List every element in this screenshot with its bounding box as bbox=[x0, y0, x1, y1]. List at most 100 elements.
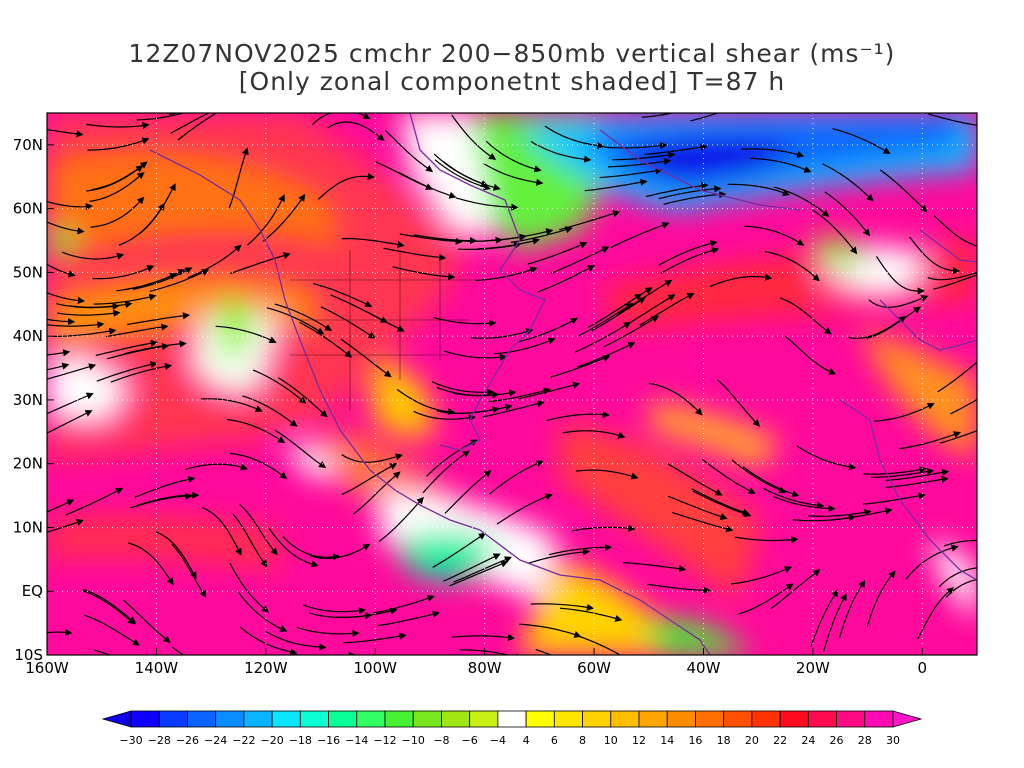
streamline bbox=[375, 161, 434, 190]
streamline bbox=[230, 252, 291, 275]
streamline bbox=[149, 269, 210, 292]
streamline bbox=[252, 369, 307, 404]
colorbar-label: 12 bbox=[632, 734, 646, 747]
streamline bbox=[658, 240, 718, 266]
colorbar-box bbox=[751, 710, 781, 728]
y-tick-label: 10S bbox=[14, 646, 43, 664]
streamline bbox=[824, 191, 871, 237]
x-axis: 160W 140W 120W 100W 80W 60W 40W 20W 0 bbox=[25, 648, 927, 677]
y-tick-label: EQ bbox=[22, 582, 43, 600]
streamline bbox=[735, 536, 799, 544]
streamline bbox=[530, 603, 595, 611]
x-tick-label: 0 bbox=[918, 659, 928, 677]
streamline bbox=[546, 410, 610, 421]
colorbar-label: −8 bbox=[433, 734, 449, 747]
streamline bbox=[660, 247, 720, 274]
streamline bbox=[47, 410, 93, 434]
x-tick-label: 120W bbox=[244, 659, 288, 677]
title-line-1: 12Z07NOV2025 cmchr 200−850mb vertical sh… bbox=[128, 39, 896, 68]
streamline bbox=[268, 528, 319, 568]
streamline bbox=[535, 648, 553, 655]
streamline bbox=[128, 542, 174, 586]
streamline bbox=[378, 496, 424, 543]
streamline bbox=[928, 113, 977, 126]
streamline bbox=[431, 381, 495, 396]
y-axis: 10S EQ 10N 20N 30N 40N 50N 60N 70N bbox=[13, 136, 54, 664]
streamline bbox=[875, 255, 925, 295]
streamline bbox=[577, 635, 622, 655]
colorbar-box bbox=[553, 710, 583, 728]
colorbar-box bbox=[582, 710, 612, 728]
colorbar-box bbox=[243, 710, 273, 728]
streamline bbox=[247, 194, 285, 246]
colorbar-label: −20 bbox=[261, 734, 284, 747]
colorbar-label: −18 bbox=[289, 734, 312, 747]
streamline bbox=[93, 293, 157, 305]
streamline bbox=[136, 491, 200, 506]
streamline bbox=[885, 475, 949, 488]
colorbar-label: −4 bbox=[490, 734, 506, 747]
streamline bbox=[576, 342, 636, 368]
streamline bbox=[47, 321, 105, 329]
streamline bbox=[455, 197, 519, 211]
title-block: 12Z07NOV2025 cmchr 200−850mb vertical sh… bbox=[0, 40, 1024, 96]
colorbar-label: 22 bbox=[773, 734, 787, 747]
colorbar-label: −14 bbox=[345, 734, 368, 747]
streamline bbox=[202, 507, 242, 556]
streamline bbox=[110, 363, 173, 383]
streamline bbox=[899, 431, 961, 450]
streamline bbox=[519, 623, 582, 638]
streamline bbox=[309, 612, 373, 620]
streamline bbox=[171, 543, 207, 598]
streamline bbox=[127, 312, 191, 326]
streamline bbox=[886, 468, 950, 481]
streamline bbox=[483, 162, 544, 186]
colorbar-box bbox=[384, 710, 414, 728]
streamline bbox=[749, 157, 812, 173]
streamline bbox=[132, 267, 193, 290]
streamline bbox=[277, 377, 328, 418]
streamline bbox=[228, 147, 249, 209]
streamline bbox=[764, 250, 820, 282]
streamline bbox=[489, 460, 544, 495]
streamline bbox=[692, 490, 752, 518]
streamline bbox=[274, 429, 327, 469]
streamline bbox=[65, 487, 124, 516]
x-tick-label: 80W bbox=[468, 659, 502, 677]
streamline bbox=[530, 140, 592, 163]
colorbar-box bbox=[328, 710, 358, 728]
streamline bbox=[185, 463, 248, 471]
colorbar-label: −26 bbox=[176, 734, 199, 747]
streamline bbox=[383, 247, 447, 261]
streamline bbox=[550, 355, 611, 378]
streamline bbox=[822, 163, 874, 202]
streamline bbox=[123, 599, 171, 644]
streamline bbox=[475, 266, 538, 281]
streamline bbox=[612, 151, 676, 161]
streamline bbox=[443, 553, 501, 582]
streamline bbox=[562, 430, 626, 439]
streamline bbox=[717, 379, 761, 427]
colorbar-box bbox=[497, 710, 527, 728]
streamline bbox=[607, 157, 672, 168]
streamline bbox=[863, 466, 927, 475]
colorbar-label: −6 bbox=[462, 734, 478, 747]
streamline bbox=[47, 628, 73, 637]
y-tick-label: 40N bbox=[13, 327, 43, 345]
streamline bbox=[155, 531, 197, 580]
streamline bbox=[939, 430, 977, 444]
colorbar-box bbox=[779, 710, 809, 728]
streamline bbox=[647, 583, 711, 594]
streamline bbox=[92, 265, 155, 280]
streamline bbox=[527, 548, 591, 564]
colorbar-label: 24 bbox=[801, 734, 815, 747]
streamline bbox=[470, 328, 534, 339]
streamline bbox=[373, 594, 435, 614]
colorbar-label: −24 bbox=[204, 734, 227, 747]
streamline bbox=[648, 382, 703, 416]
colorbar-label: 30 bbox=[886, 734, 900, 747]
map-frame bbox=[46, 112, 978, 656]
streamline bbox=[527, 241, 588, 265]
colorbar-box bbox=[271, 710, 301, 728]
colorbar-box bbox=[638, 710, 668, 728]
